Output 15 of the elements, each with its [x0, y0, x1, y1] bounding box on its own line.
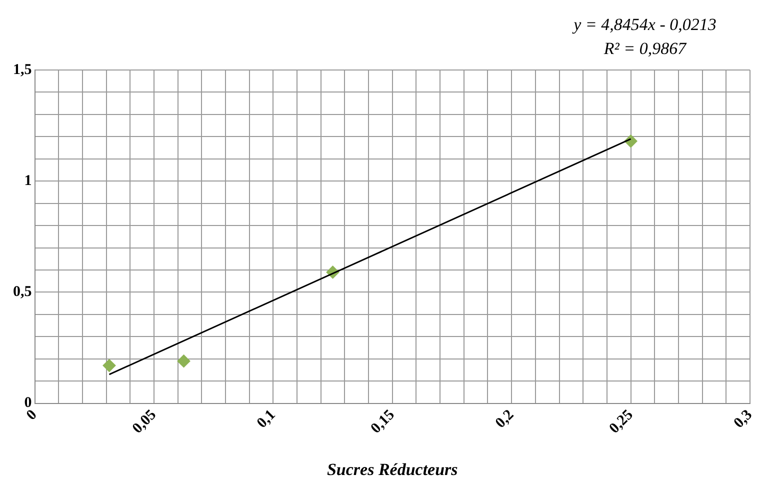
y-tick-label: 0 [24, 395, 32, 412]
x-tick-label: 0,1 [254, 406, 279, 432]
point [102, 359, 116, 372]
text: y = 4,8454x - 0,0213 [572, 15, 716, 34]
x-tick-label: 0,15 [368, 406, 398, 437]
x-tick-label: 0,3 [730, 406, 756, 432]
y-tick-label: 1,5 [13, 62, 32, 78]
x-tick-label: 0,2 [492, 406, 518, 432]
point [177, 354, 190, 368]
x-axis-title: Sucres Réducteurs [326, 460, 458, 480]
text: R² = 0,9867 [602, 39, 688, 58]
x-tick-label: 0,25 [606, 406, 636, 437]
x-tick-label: 0,05 [130, 406, 160, 437]
y-tick-label: 1 [24, 172, 32, 189]
y-tick-label: 0,5 [13, 284, 32, 300]
